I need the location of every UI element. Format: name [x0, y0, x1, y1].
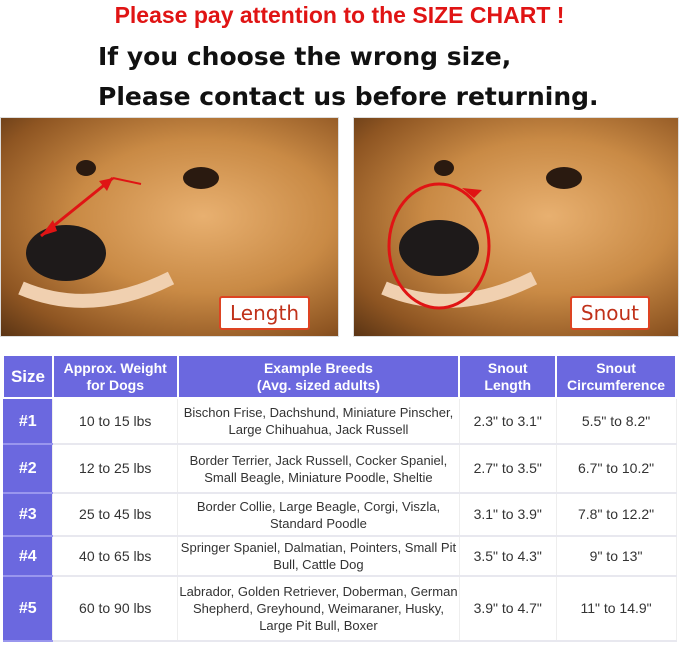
size-cell: #3: [3, 493, 54, 537]
heading: Please pay attention to the SIZE CHART !: [114, 2, 565, 28]
header-length-line1: Snout: [487, 359, 528, 376]
header-breeds-line2: (Avg. sized adults): [256, 376, 381, 393]
snout-measure-photo: Snout: [353, 117, 679, 337]
circumference-cell: 11" to 14.9": [556, 576, 677, 642]
header-weight-line2: for Dogs: [86, 376, 144, 393]
table-row: #3 25 to 45 lbs Border Collie, Large Beagl…: [3, 493, 677, 537]
subheading-line-1: If you choose the wrong size,: [98, 42, 512, 71]
header-weight-line1: Approx. Weight: [63, 359, 167, 376]
breeds-cell: Bischon Frise, Dachshund, Miniature Pins…: [177, 398, 460, 445]
breeds-cell: Border Collie, Large Beagle, Corgi, Visz…: [177, 493, 460, 537]
dog-face-snout-illustration: [381, 160, 582, 310]
weight-cell: 40 to 65 lbs: [52, 536, 179, 577]
circumference-cell: 7.8" to 12.2": [556, 493, 677, 537]
header-length: Snout Length: [458, 354, 558, 399]
table-header-row: Size Approx. Weight for Dogs Example Bree…: [2, 354, 677, 399]
weight-cell: 60 to 90 lbs: [52, 576, 179, 642]
header-breeds: Example Breeds (Avg. sized adults): [176, 354, 461, 399]
dog-face-length-illustration: [18, 160, 219, 308]
length-cell: 2.7" to 3.5": [459, 444, 557, 494]
length-cell: 3.5" to 4.3": [459, 536, 557, 577]
length-cell: 2.3" to 3.1": [459, 398, 557, 445]
breeds-cell: Labrador, Golden Retriever, Doberman, Ge…: [177, 576, 460, 642]
size-chart-table: Size Approx. Weight for Dogs Example Bree…: [2, 354, 677, 642]
weight-cell: 25 to 45 lbs: [52, 493, 179, 537]
header-circumference: Snout Circumference: [555, 354, 677, 399]
table-row: #1 10 to 15 lbs Bischon Frise, Dachshund, …: [3, 398, 677, 445]
header-size: Size: [2, 354, 54, 399]
header-length-line2: Length: [484, 376, 532, 393]
header-circ-line2: Circumference: [567, 376, 666, 393]
size-cell: #4: [3, 536, 54, 577]
circumference-cell: 5.5" to 8.2": [556, 398, 677, 445]
weight-cell: 12 to 25 lbs: [52, 444, 179, 494]
size-cell: #5: [3, 576, 54, 642]
table-row: #2 12 to 25 lbs Border Terrier, Jack Russe…: [3, 444, 677, 494]
weight-cell: 10 to 15 lbs: [52, 398, 179, 445]
length-cell: 3.1" to 3.9": [459, 493, 557, 537]
length-label: Length: [219, 296, 310, 330]
table-row: #4 40 to 65 lbs Springer Spaniel, Dalmatia…: [3, 536, 677, 577]
header-circ-line1: Snout: [596, 359, 636, 376]
table-row: #5 60 to 90 lbs Labrador, Golden Retriever…: [3, 576, 677, 642]
length-cell: 3.9" to 4.7": [459, 576, 557, 642]
header-breeds-line1: Example Breeds: [263, 359, 373, 376]
header-weight: Approx. Weight for Dogs: [51, 354, 179, 399]
circumference-cell: 9" to 13": [556, 536, 677, 577]
subheading-line-2: Please contact us before returning.: [98, 82, 599, 111]
snout-label: Snout: [569, 296, 650, 330]
size-cell: #2: [3, 444, 54, 494]
size-cell: #1: [3, 398, 54, 445]
breeds-cell: Border Terrier, Jack Russell, Cocker Spa…: [177, 444, 460, 494]
circumference-cell: 6.7" to 10.2": [556, 444, 677, 494]
length-measure-photo: Length: [0, 117, 339, 337]
breeds-cell: Springer Spaniel, Dalmatian, Pointers, S…: [177, 536, 460, 577]
